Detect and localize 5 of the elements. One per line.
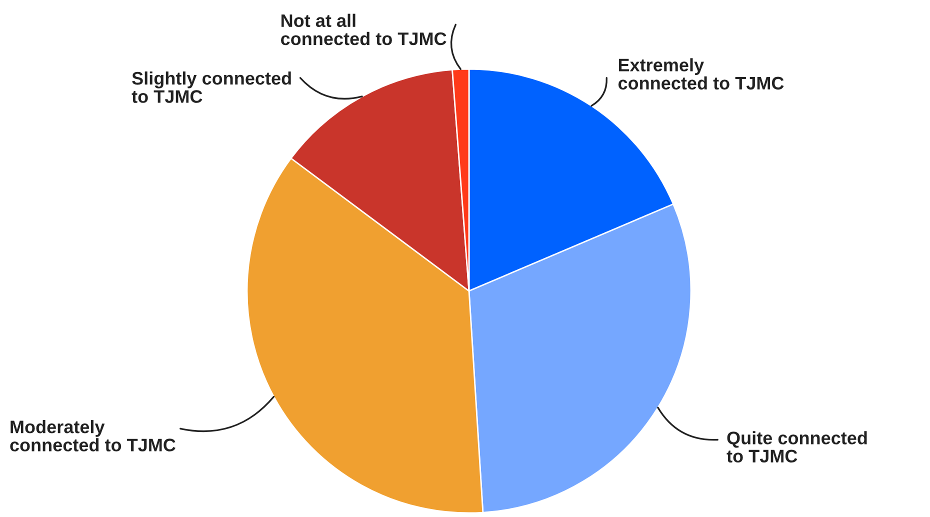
slice-label: Moderately connected to TJMC — [10, 420, 176, 452]
slice-label: Not at all connected to TJMC — [281, 14, 446, 46]
slice-label: Slightly connected to TJMC — [132, 71, 291, 103]
slice-label: Quite connected to TJMC — [726, 431, 867, 463]
slice-label: Extremely connected to TJMC — [618, 58, 784, 90]
